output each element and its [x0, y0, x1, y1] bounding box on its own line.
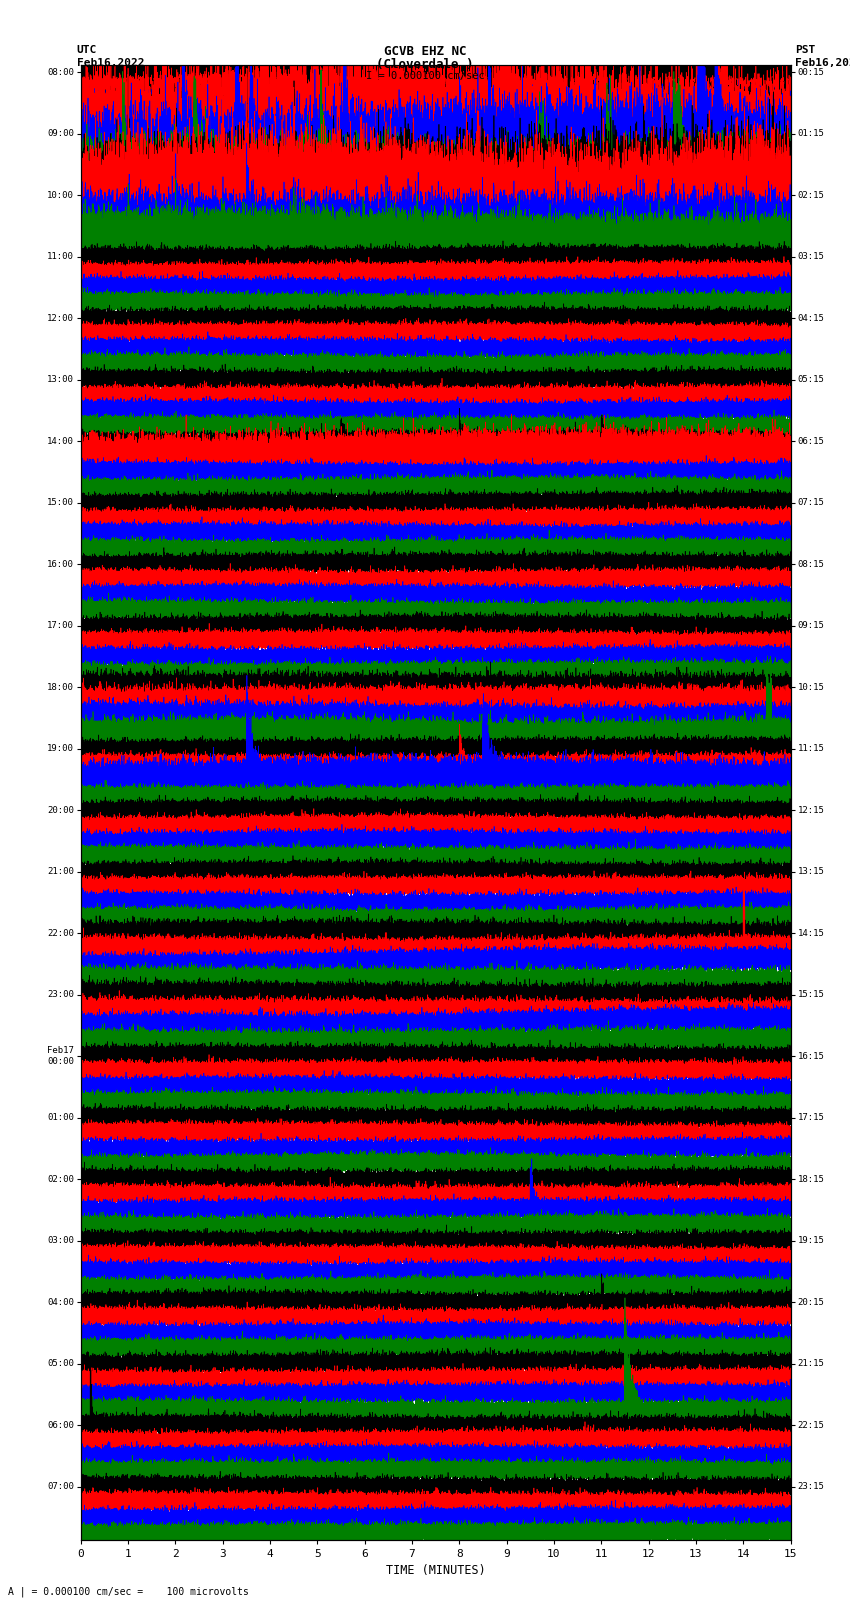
Text: GCVB EHZ NC: GCVB EHZ NC: [383, 45, 467, 58]
Text: UTC: UTC: [76, 45, 97, 55]
Text: I = 0.000100 cm/sec: I = 0.000100 cm/sec: [366, 71, 484, 81]
Text: PST: PST: [795, 45, 815, 55]
Text: (Cloverdale ): (Cloverdale ): [377, 58, 473, 71]
Text: Feb16,2022: Feb16,2022: [795, 58, 850, 68]
X-axis label: TIME (MINUTES): TIME (MINUTES): [386, 1563, 485, 1576]
Text: A | = 0.000100 cm/sec =    100 microvolts: A | = 0.000100 cm/sec = 100 microvolts: [8, 1586, 249, 1597]
Text: Feb16,2022: Feb16,2022: [76, 58, 144, 68]
